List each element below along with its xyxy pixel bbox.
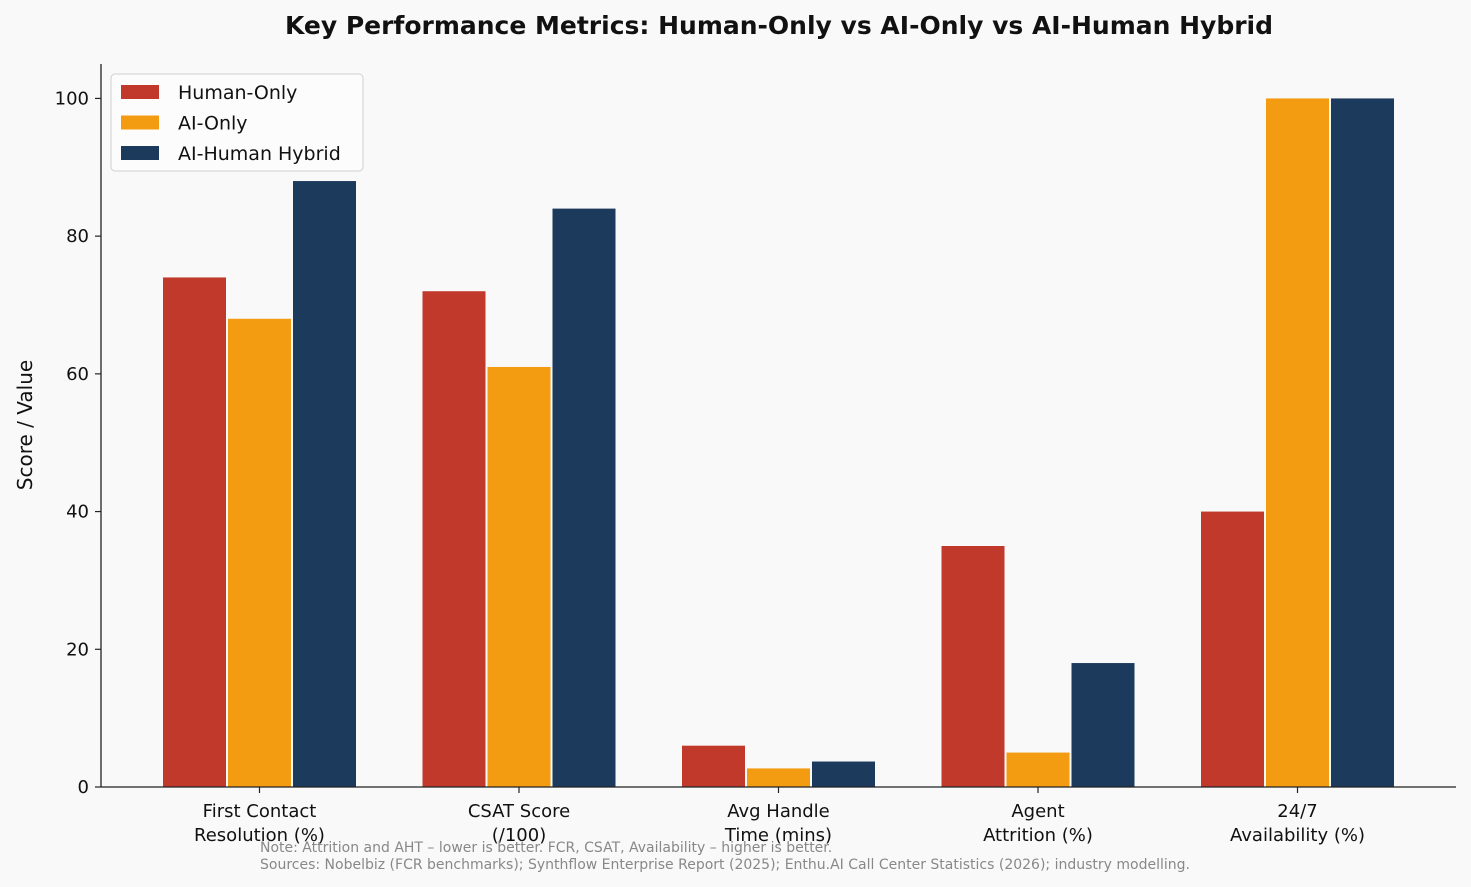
- legend-swatch-ai-human-hybrid: [121, 146, 159, 160]
- bar-ai-only-1: [487, 366, 551, 787]
- legend-swatch-ai-only: [121, 115, 159, 130]
- bar-human-only-2: [682, 745, 745, 787]
- bar-human-only-3: [941, 546, 1005, 787]
- bar-ai-human-hybrid-4: [1331, 98, 1394, 787]
- bar-ai-human-hybrid-0: [293, 181, 356, 788]
- x-tick-label-3-1: Attrition (%): [983, 825, 1093, 846]
- legend-swatch-human-only: [121, 85, 159, 99]
- legend: Human-Only AI-Only AI-Human Hybrid: [110, 73, 364, 172]
- legend-box: [110, 73, 364, 172]
- bar-human-only-4: [1201, 511, 1264, 787]
- bar-ai-human-hybrid-1: [552, 208, 616, 788]
- y-tick-label-80: 80: [66, 226, 89, 247]
- chart-title: Key Performance Metrics: Human-Only vs A…: [285, 11, 1273, 40]
- note-line-2: Sources: Nobelbiz (FCR benchmarks); Synt…: [260, 857, 1190, 873]
- legend-label-ai-only: AI-Only: [178, 113, 248, 135]
- bar-human-only-0: [163, 277, 226, 787]
- legend-label-ai-human-hybrid: AI-Human Hybrid: [178, 143, 341, 165]
- x-tick-label-2-1: Time (mins): [724, 825, 832, 846]
- bar-ai-only-3: [1006, 752, 1070, 787]
- bars-group: [163, 98, 1394, 788]
- bar-ai-only-4: [1266, 98, 1329, 787]
- y-axis-label: Score / Value: [13, 360, 37, 490]
- x-tick-label-3-0: Agent: [1011, 801, 1064, 822]
- x-tick-label-1-0: CSAT Score: [468, 801, 570, 822]
- y-tick-label-100: 100: [55, 88, 89, 109]
- x-tick-label-1-1: (/100): [492, 825, 546, 846]
- bar-ai-human-hybrid-3: [1071, 663, 1135, 787]
- x-tick-label-0-1: Resolution (%): [194, 825, 325, 846]
- x-tick-label-0-0: First Contact: [203, 801, 317, 822]
- y-tick-label-40: 40: [66, 502, 89, 523]
- axes-group: 0 20 40 60 80 100 First Contact Resolution (%) C…: [55, 64, 1456, 846]
- x-tick-label-4-1: Availability (%): [1230, 825, 1365, 846]
- x-tick-label-4-0: 24/7: [1277, 801, 1317, 822]
- x-tick-label-2-0: Avg Handle: [727, 801, 830, 822]
- legend-label-human-only: Human-Only: [178, 82, 297, 104]
- y-tick-label-60: 60: [66, 364, 89, 385]
- y-tick-label-20: 20: [66, 639, 89, 660]
- bar-human-only-1: [422, 291, 486, 787]
- bar-ai-only-0: [228, 318, 291, 787]
- bar-ai-human-hybrid-2: [812, 761, 875, 787]
- bar-ai-only-2: [747, 768, 810, 787]
- y-tick-label-0: 0: [78, 777, 89, 798]
- note-line-1: Note: Attrition and AHT – lower is bette…: [260, 840, 832, 856]
